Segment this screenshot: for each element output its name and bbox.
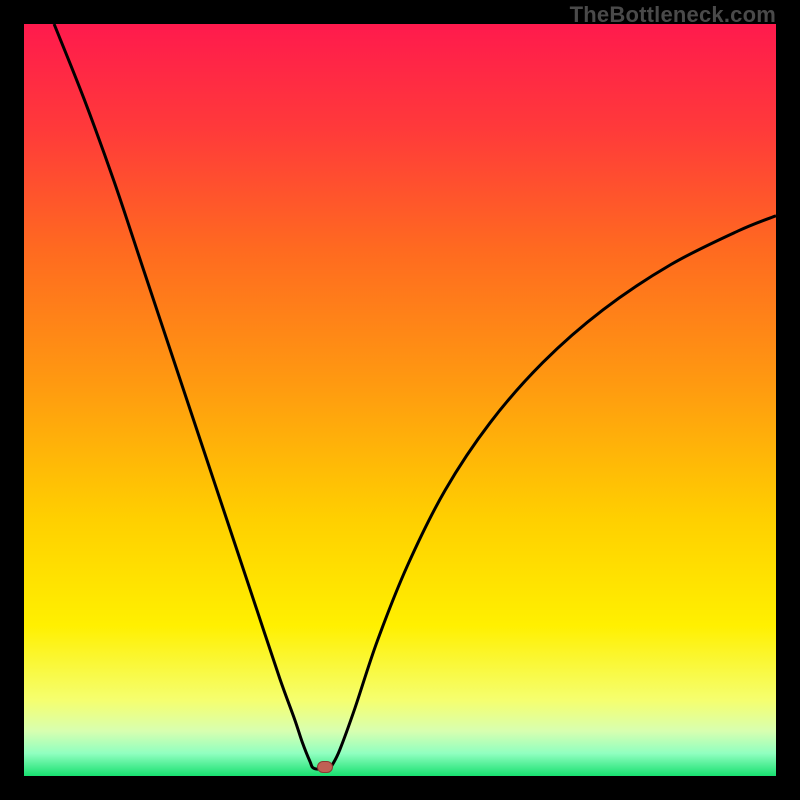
chart-frame: TheBottleneck.com [0, 0, 800, 800]
plot-area [24, 24, 776, 776]
bottleneck-curve [24, 24, 776, 776]
minimum-marker [317, 761, 333, 773]
